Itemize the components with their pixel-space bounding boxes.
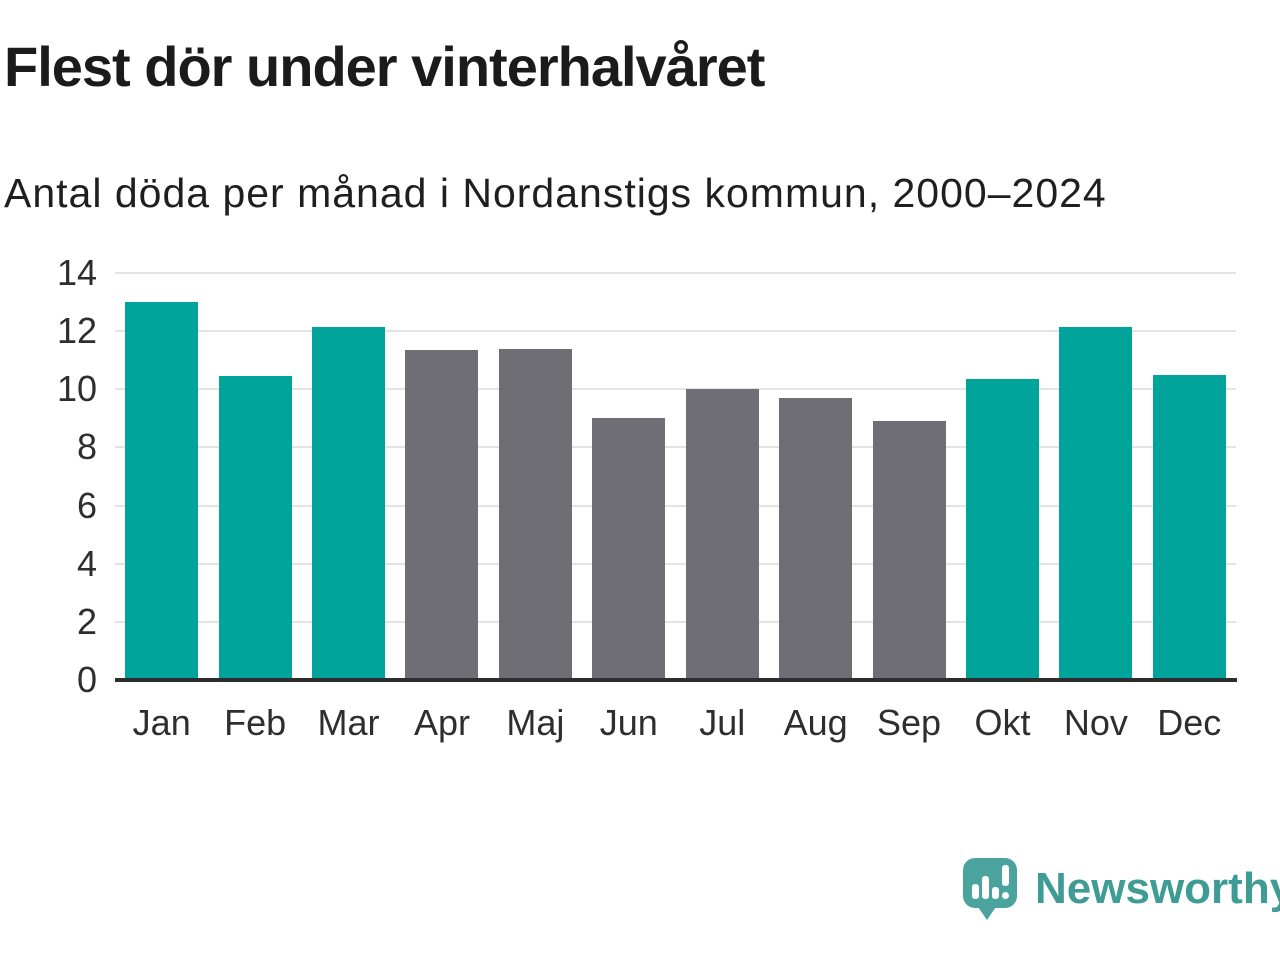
y-axis-tick-label: 6 <box>76 484 97 526</box>
page-subtitle: Antal döda per månad i Nordanstigs kommu… <box>4 170 1107 216</box>
bar-feb <box>218 376 292 680</box>
bar-mar <box>312 326 386 680</box>
gridline-y-8 <box>115 446 1236 449</box>
y-axis-tick-label: 0 <box>76 659 97 700</box>
bar-aug <box>779 398 853 680</box>
y-axis-tick-label: 2 <box>76 600 97 642</box>
x-axis-tick-label: Mar <box>317 702 380 743</box>
bar-apr <box>405 350 479 680</box>
x-axis-line <box>115 678 1237 682</box>
y-axis-tick-label: 10 <box>56 368 97 410</box>
y-axis-tick-label: 8 <box>76 426 97 468</box>
x-axis-tick-label: Nov <box>1063 702 1128 743</box>
x-axis-tick-label: Jun <box>599 702 658 743</box>
x-axis-tick-label: Dec <box>1157 702 1222 743</box>
x-axis-tick-label: Jul <box>699 702 746 743</box>
bar-jun <box>592 418 666 680</box>
bar-dec <box>1152 374 1226 680</box>
page-title: Flest dör under vinterhalvåret <box>4 35 765 98</box>
x-axis-tick-label: Sep <box>877 702 942 743</box>
y-axis-tick-label: 12 <box>56 310 97 352</box>
gridline-y-6 <box>115 504 1236 507</box>
bar-jul <box>685 389 759 680</box>
y-axis-tick-label: 4 <box>76 542 97 584</box>
logo-chart-bar-icon <box>992 887 999 899</box>
x-axis-tick-label: Maj <box>506 702 565 743</box>
logo-chart-bar-icon <box>972 884 979 899</box>
gridline-y-12 <box>115 330 1236 333</box>
gridline-y-2 <box>115 620 1236 623</box>
logo-chart-bar-icon <box>982 876 989 899</box>
x-axis-tick-label: Jan <box>132 702 191 743</box>
gridline-y-14 <box>115 272 1236 274</box>
y-axis-tick-label: 14 <box>56 252 97 293</box>
bar-sep <box>872 421 946 680</box>
newsworthy-logo-icon <box>963 858 1017 922</box>
x-axis-tick-label: Okt <box>974 702 1031 743</box>
bar-okt <box>965 379 1039 680</box>
brand-name: Newsworthy <box>1035 864 1280 913</box>
logo-exclamation-dot-icon <box>1002 892 1009 899</box>
footer-branding: Newsworthy <box>963 858 1280 928</box>
x-axis-tick-label: Aug <box>783 702 848 743</box>
gridline-y-4 <box>115 562 1236 565</box>
x-axis-tick-label: Apr <box>413 702 470 743</box>
x-axis-tick-label: Feb <box>224 702 287 743</box>
bar-nov <box>1059 326 1133 680</box>
bar-jan <box>125 302 199 680</box>
gridline-y-10 <box>115 388 1236 391</box>
logo-speech-bubble-tail <box>976 904 998 920</box>
bar-maj <box>498 348 572 680</box>
logo-exclamation-icon <box>1002 865 1009 886</box>
